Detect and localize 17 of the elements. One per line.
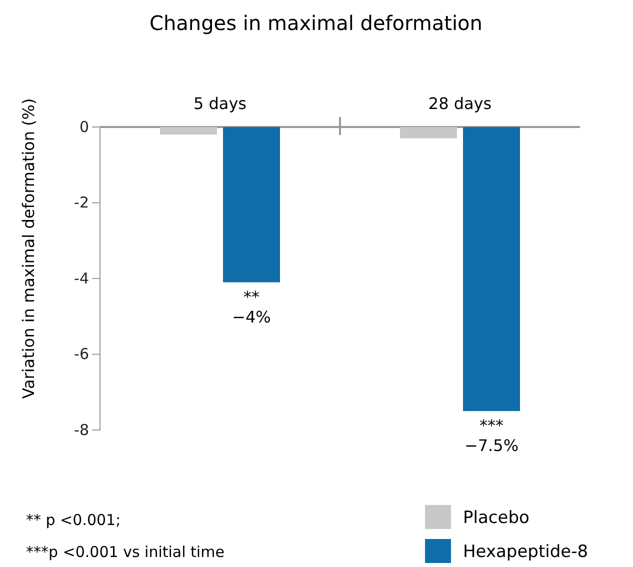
x-tick-label: 28 days bbox=[428, 94, 492, 113]
text: ***p <0.001 vs initial time bbox=[26, 543, 224, 561]
y-axis-title: Variation in maximal deformation (%) bbox=[19, 98, 38, 399]
data-label: −7.5% bbox=[464, 436, 519, 456]
y-tick-label: -6 bbox=[74, 345, 89, 364]
legend-label: Placebo bbox=[463, 508, 530, 528]
y-tick-label: 0 bbox=[79, 118, 89, 136]
legend-label: Hexapeptide-8 bbox=[463, 542, 588, 562]
y-tick-label: -4 bbox=[74, 269, 89, 288]
x-tick-label: 5 days bbox=[193, 94, 247, 113]
annotation: *** bbox=[480, 416, 504, 436]
annotation: ** bbox=[244, 287, 260, 306]
y-tick-label: -8 bbox=[74, 420, 89, 439]
chart-title: Changes in maximal deformation bbox=[150, 11, 482, 35]
y-tick-label: -2 bbox=[74, 194, 89, 212]
text: ** p <0.001; bbox=[26, 511, 121, 529]
data-label: −4% bbox=[232, 307, 271, 326]
